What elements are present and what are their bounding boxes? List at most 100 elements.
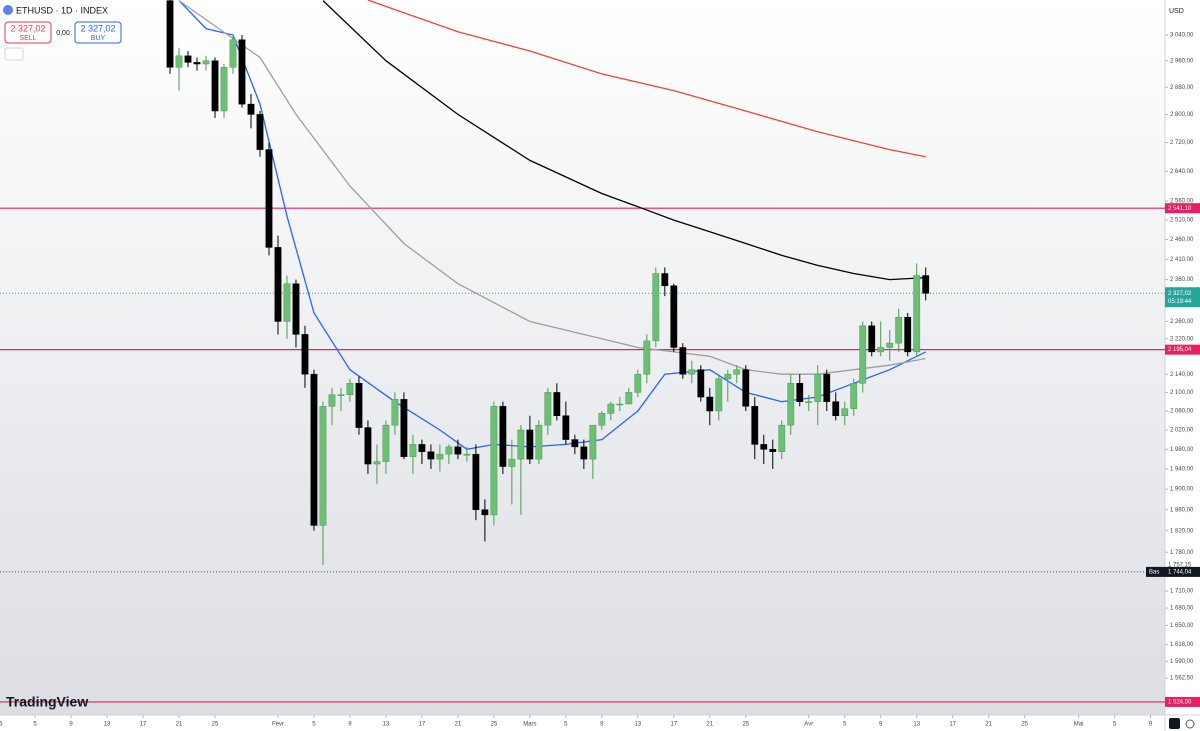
candle-body <box>769 449 777 452</box>
candle-body <box>868 325 876 353</box>
candle-body <box>778 424 786 452</box>
y-tick-label: 2 800,00 <box>1170 112 1194 118</box>
x-tick-label: 17 <box>949 722 956 728</box>
candle-body <box>184 55 192 63</box>
candle-body <box>697 369 705 398</box>
candle-body <box>382 424 390 462</box>
candle-body <box>715 378 723 412</box>
candle-body <box>643 340 651 375</box>
y-tick-label: 2 220,00 <box>1170 336 1194 342</box>
candle-body <box>193 62 201 65</box>
candle-body <box>436 453 444 460</box>
price-axis <box>1165 0 1200 731</box>
candle-body <box>544 392 552 426</box>
candle-body <box>445 446 453 455</box>
y-tick-label: 1 590,00 <box>1170 659 1194 665</box>
candle-body <box>238 39 246 105</box>
x-tick-label: 25 <box>491 722 498 728</box>
y-tick-label: 2 560,00 <box>1170 199 1194 205</box>
candle-body <box>652 273 660 342</box>
y-tick-label: 1 650,00 <box>1170 623 1194 629</box>
candle-body <box>508 458 516 467</box>
candle-body <box>400 399 408 457</box>
candle-body <box>859 325 867 384</box>
y-tick-label: 1 900,00 <box>1170 487 1194 493</box>
buy-button[interactable] <box>74 21 122 44</box>
candle-body <box>670 285 678 348</box>
y-tick-label: 2 360,00 <box>1170 277 1194 283</box>
y-tick-label: 2 100,00 <box>1170 390 1194 396</box>
collapse-button[interactable] <box>4 47 24 61</box>
candle-body <box>553 392 561 416</box>
moving-average <box>367 0 926 158</box>
x-tick-label: 5 <box>33 722 37 728</box>
y-tick-label: 2 410,00 <box>1170 257 1194 263</box>
price-tag <box>1165 696 1200 707</box>
candle-body <box>895 316 903 344</box>
candle-body <box>166 0 174 68</box>
brand: TradingView <box>6 694 88 710</box>
candle-body <box>724 373 732 379</box>
sell-price: 2 327,02 <box>10 23 45 33</box>
candle-body <box>337 394 345 396</box>
x-tick-label: 21 <box>176 722 183 728</box>
y-tick-label: 2 720,00 <box>1170 140 1194 146</box>
y-tick-label: 2 880,00 <box>1170 85 1194 91</box>
currency-button[interactable] <box>1167 3 1191 19</box>
candle-body <box>814 373 822 402</box>
candle-body <box>301 334 309 375</box>
candle-body <box>877 347 885 353</box>
x-tick-label: 5 <box>1113 722 1117 728</box>
candle-body <box>922 275 930 294</box>
price-tag <box>1165 203 1200 214</box>
y-tick-label: 2 020,00 <box>1170 428 1194 434</box>
x-tick-label: 25 <box>1021 722 1028 728</box>
candle-body <box>247 103 255 115</box>
candle-body <box>598 413 606 426</box>
symbol: ETHUSD · 1D · INDEX <box>16 5 108 15</box>
candle-body <box>787 383 795 426</box>
price-tag-label: 1 524,50 <box>1168 699 1192 705</box>
candle-body <box>391 399 399 426</box>
buy-label: BUY <box>91 35 106 42</box>
y-tick-label: 3 040,00 <box>1170 33 1194 39</box>
candle-body <box>355 383 363 428</box>
sell-label: SELL <box>19 35 36 42</box>
x-tick-label: Avr <box>804 722 813 728</box>
y-tick-label: 1 710,00 <box>1170 589 1194 595</box>
settings-button[interactable] <box>1185 719 1195 729</box>
x-tick-label: 5 <box>843 722 847 728</box>
candle-body <box>841 408 849 416</box>
last-price-tag <box>1165 287 1200 308</box>
candle-body <box>805 401 813 403</box>
low-label: 1 757,15 <box>1168 562 1192 568</box>
x-tick-label: 13 <box>913 722 920 728</box>
plot-background <box>0 0 1165 715</box>
buy-price: 2 327,02 <box>80 23 115 33</box>
log-button[interactable] <box>1169 718 1180 729</box>
y-tick-label: 2 140,00 <box>1170 372 1194 378</box>
x-tick-label: 25 <box>742 722 749 728</box>
candle-body <box>283 283 291 322</box>
spread: 0,00 <box>56 30 70 37</box>
y-tick-label: 1 940,00 <box>1170 467 1194 473</box>
y-tick-label: 1 618,00 <box>1170 642 1194 648</box>
moving-average <box>178 0 926 375</box>
candle-body <box>607 403 615 414</box>
moving-average <box>322 0 926 281</box>
x-tick-label: 9 <box>1149 722 1153 728</box>
x-tick-label: 17 <box>419 722 426 728</box>
x-tick-label: 21 <box>455 722 462 728</box>
x-tick-label: 17 <box>140 722 147 728</box>
sell-button[interactable] <box>4 21 52 44</box>
symbol-icon <box>3 5 13 15</box>
candle-body <box>832 401 840 416</box>
candle-body <box>688 369 696 375</box>
candle-body <box>472 453 480 510</box>
x-tick-label: 13 <box>383 722 390 728</box>
candle-body <box>220 67 228 112</box>
x-tick-label: 21 <box>706 722 713 728</box>
